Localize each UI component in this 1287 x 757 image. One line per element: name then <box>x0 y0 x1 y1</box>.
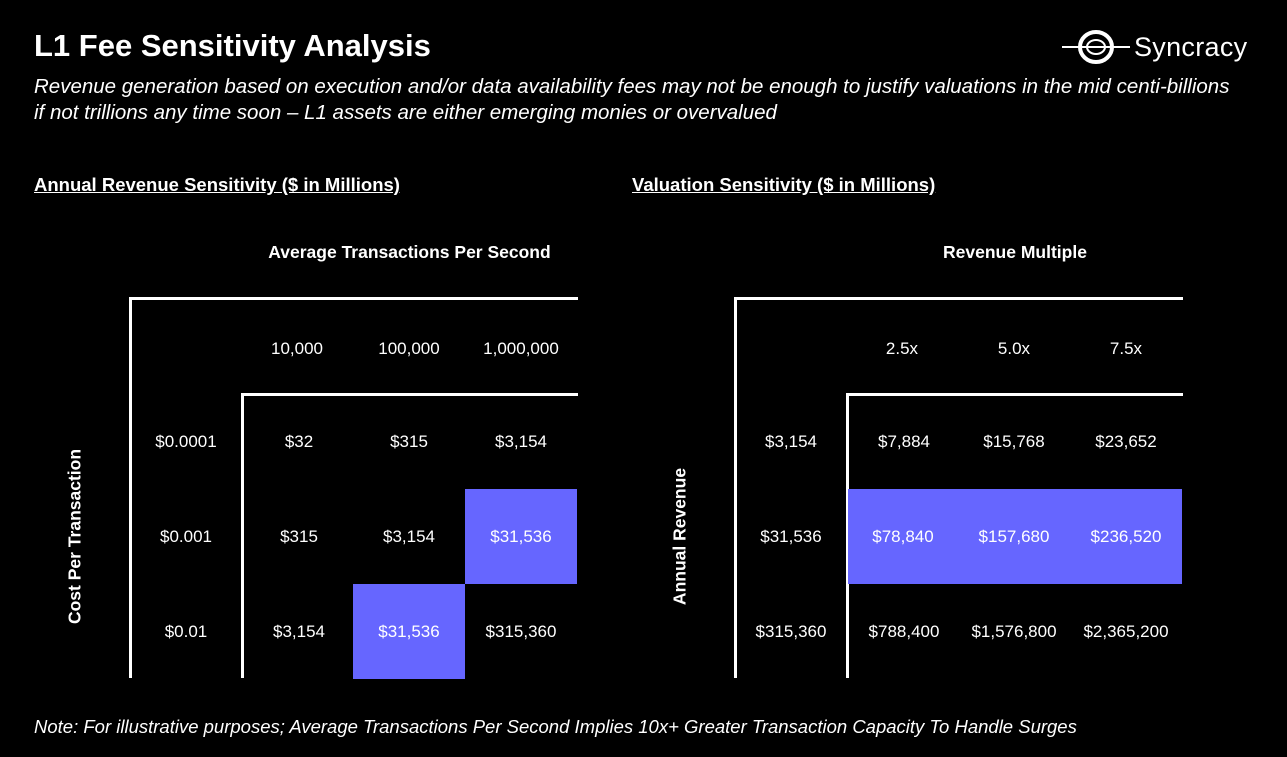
table-cell: $3,154 <box>383 526 435 546</box>
syncracy-logo: Syncracy <box>1062 30 1247 64</box>
column-header: 2.5x <box>885 338 919 358</box>
highlighted-cell: $236,520 <box>1070 489 1182 584</box>
table-cell: $1,576,800 <box>971 621 1057 641</box>
highlighted-cell: $78,840 <box>848 489 958 584</box>
valuation-row-axis: Annual Revenue <box>669 467 690 606</box>
revenue_table-inner-top-line <box>241 393 578 396</box>
column-header: 7.5x <box>1109 338 1143 358</box>
row-header: $0.001 <box>160 526 212 546</box>
table-cell: $7,884 <box>878 431 930 451</box>
valuation-column-axis: Revenue Multiple <box>943 242 1087 262</box>
revenue_table-inner-left-line <box>241 393 244 678</box>
table-cell: $315 <box>280 526 318 546</box>
highlighted-cell: $31,536 <box>465 489 577 584</box>
table-cell: $23,652 <box>1095 431 1157 451</box>
table-cell: $32 <box>284 431 314 451</box>
valuation_table-inner-left-line <box>846 393 849 678</box>
table-cell: $315,360 <box>485 621 557 641</box>
column-header: 10,000 <box>271 338 323 358</box>
row-header: $3,154 <box>765 431 817 451</box>
page-title: L1 Fee Sensitivity Analysis <box>34 28 431 63</box>
table-cell: $315 <box>390 431 428 451</box>
revenue-row-axis: Cost Per Transaction <box>64 448 85 625</box>
valuation-heading: Valuation Sensitivity ($ in Millions) <box>632 174 936 195</box>
table-cell: $788,400 <box>868 621 940 641</box>
row-header: $0.0001 <box>155 431 217 451</box>
column-header: 100,000 <box>378 338 440 358</box>
row-header: $31,536 <box>760 526 822 546</box>
revenue_table-outer-left-line <box>129 297 132 678</box>
revenue_table-outer-top-line <box>129 297 578 300</box>
valuation_table-outer-top-line <box>734 297 1183 300</box>
highlighted-cell: $31,536 <box>353 584 465 679</box>
table-cell: $2,365,200 <box>1083 621 1169 641</box>
table-cell: $3,154 <box>495 431 547 451</box>
column-header: 1,000,000 <box>483 338 559 358</box>
revenue-heading: Annual Revenue Sensitivity ($ in Million… <box>34 174 400 195</box>
valuation_table-outer-left-line <box>734 297 737 678</box>
logo-text: Syncracy <box>1134 31 1248 62</box>
row-header: $0.01 <box>164 621 208 641</box>
row-header: $315,360 <box>755 621 827 641</box>
valuation_table-inner-top-line <box>846 393 1183 396</box>
revenue-column-axis: Average Transactions Per Second <box>268 242 551 262</box>
logo-eye-icon <box>1062 30 1130 64</box>
table-cell: $15,768 <box>983 431 1045 451</box>
highlighted-cell: $157,680 <box>958 489 1070 584</box>
page-subtitle: Revenue generation based on execution an… <box>34 75 1230 124</box>
column-header: 5.0x <box>997 338 1031 358</box>
table-cell: $3,154 <box>273 621 325 641</box>
footnote: Note: For illustrative purposes; Average… <box>34 716 1077 737</box>
